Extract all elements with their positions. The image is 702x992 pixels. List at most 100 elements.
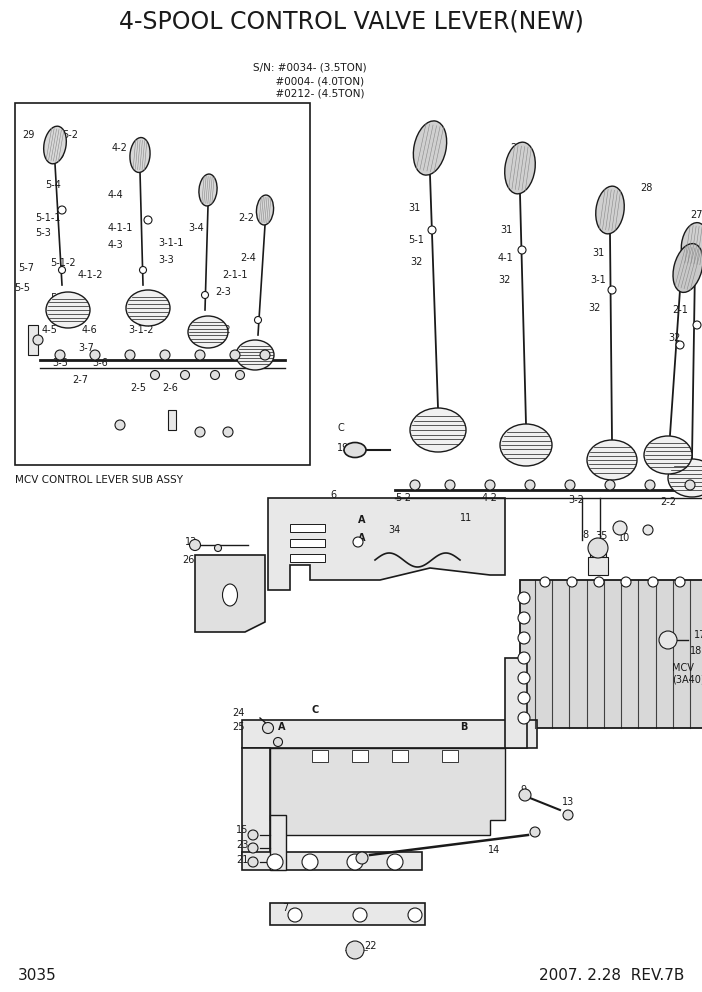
Circle shape xyxy=(518,632,530,644)
Text: 30: 30 xyxy=(510,155,522,165)
Circle shape xyxy=(55,350,65,360)
Text: 3-7: 3-7 xyxy=(78,343,94,353)
Text: 3-5: 3-5 xyxy=(52,358,68,368)
Ellipse shape xyxy=(256,195,274,225)
Text: 15: 15 xyxy=(236,825,249,835)
Bar xyxy=(242,720,537,748)
Circle shape xyxy=(594,577,604,587)
Text: 31: 31 xyxy=(500,225,512,235)
Circle shape xyxy=(144,216,152,224)
Circle shape xyxy=(518,652,530,664)
Polygon shape xyxy=(195,555,265,632)
Text: 20: 20 xyxy=(595,547,607,557)
Circle shape xyxy=(588,538,608,558)
Text: 26: 26 xyxy=(182,555,194,565)
Text: 32: 32 xyxy=(430,435,442,445)
Circle shape xyxy=(215,545,222,552)
Text: 31: 31 xyxy=(592,248,604,258)
Text: 24: 24 xyxy=(232,708,244,718)
Text: 5-1-2: 5-1-2 xyxy=(50,258,76,268)
Circle shape xyxy=(160,350,170,360)
Circle shape xyxy=(180,370,190,380)
Text: 5-2: 5-2 xyxy=(62,130,78,140)
Text: #0004- (4.0TON): #0004- (4.0TON) xyxy=(256,76,364,86)
Text: 23: 23 xyxy=(236,840,249,850)
Polygon shape xyxy=(268,498,505,590)
Circle shape xyxy=(201,292,208,299)
Text: 4-1: 4-1 xyxy=(498,253,514,263)
Text: S/N: #0034- (3.5TON): S/N: #0034- (3.5TON) xyxy=(253,63,367,73)
Ellipse shape xyxy=(344,442,366,457)
Circle shape xyxy=(408,908,422,922)
Circle shape xyxy=(525,480,535,490)
Ellipse shape xyxy=(644,436,692,474)
Text: 4-2: 4-2 xyxy=(482,493,498,503)
Text: 5-3: 5-3 xyxy=(35,228,51,238)
Text: 35: 35 xyxy=(595,531,607,541)
Text: 3-2: 3-2 xyxy=(568,495,584,505)
Circle shape xyxy=(255,316,262,323)
Text: 3-4: 3-4 xyxy=(188,223,204,233)
Text: 2-1: 2-1 xyxy=(672,305,688,315)
Circle shape xyxy=(540,577,550,587)
Text: 2-3: 2-3 xyxy=(215,287,231,297)
Circle shape xyxy=(302,854,318,870)
Bar xyxy=(588,557,608,575)
Circle shape xyxy=(567,577,577,587)
Circle shape xyxy=(530,827,540,837)
Circle shape xyxy=(58,267,65,274)
Text: A: A xyxy=(358,533,366,543)
Bar xyxy=(242,748,270,855)
Text: 5-5: 5-5 xyxy=(14,283,30,293)
Text: 5-7: 5-7 xyxy=(18,263,34,273)
Text: 25: 25 xyxy=(232,722,244,732)
Bar xyxy=(28,325,38,355)
Text: 7: 7 xyxy=(282,903,289,913)
Circle shape xyxy=(274,737,282,747)
Circle shape xyxy=(659,631,677,649)
Circle shape xyxy=(115,420,125,430)
Text: 3-1-2: 3-1-2 xyxy=(128,325,154,335)
Ellipse shape xyxy=(413,121,446,176)
Circle shape xyxy=(410,480,420,490)
Bar xyxy=(15,103,310,465)
Text: 4-7: 4-7 xyxy=(50,307,66,317)
Ellipse shape xyxy=(223,584,237,606)
Circle shape xyxy=(263,722,274,733)
Circle shape xyxy=(33,335,43,345)
Circle shape xyxy=(125,350,135,360)
Text: 4-3: 4-3 xyxy=(108,240,124,250)
Bar xyxy=(352,750,368,762)
Ellipse shape xyxy=(505,142,536,193)
Circle shape xyxy=(288,908,302,922)
Bar xyxy=(312,750,328,762)
Circle shape xyxy=(140,267,147,274)
Text: 32: 32 xyxy=(588,303,600,313)
Circle shape xyxy=(675,577,685,587)
Circle shape xyxy=(195,350,205,360)
Text: C: C xyxy=(337,423,344,433)
Text: 3-6: 3-6 xyxy=(92,358,107,368)
Text: 2007. 2.28  REV.7B: 2007. 2.28 REV.7B xyxy=(538,967,684,982)
Circle shape xyxy=(693,321,701,329)
Circle shape xyxy=(518,592,530,604)
Text: 29: 29 xyxy=(424,127,437,137)
Text: 14: 14 xyxy=(488,845,501,855)
Text: 5-4: 5-4 xyxy=(45,180,61,190)
Bar xyxy=(520,580,702,728)
Text: 29: 29 xyxy=(510,143,522,153)
Text: 27: 27 xyxy=(690,210,702,220)
Text: B: B xyxy=(460,722,468,732)
Circle shape xyxy=(248,857,258,867)
Circle shape xyxy=(518,672,530,684)
Text: 5-1-1: 5-1-1 xyxy=(35,213,60,223)
Ellipse shape xyxy=(236,340,274,370)
Circle shape xyxy=(267,854,283,870)
Text: 10: 10 xyxy=(618,533,630,543)
Circle shape xyxy=(190,540,201,551)
Text: 5-6: 5-6 xyxy=(50,293,66,303)
Circle shape xyxy=(605,480,615,490)
Circle shape xyxy=(211,370,220,380)
Text: 13: 13 xyxy=(185,537,197,547)
Text: 2-4: 2-4 xyxy=(240,253,256,263)
